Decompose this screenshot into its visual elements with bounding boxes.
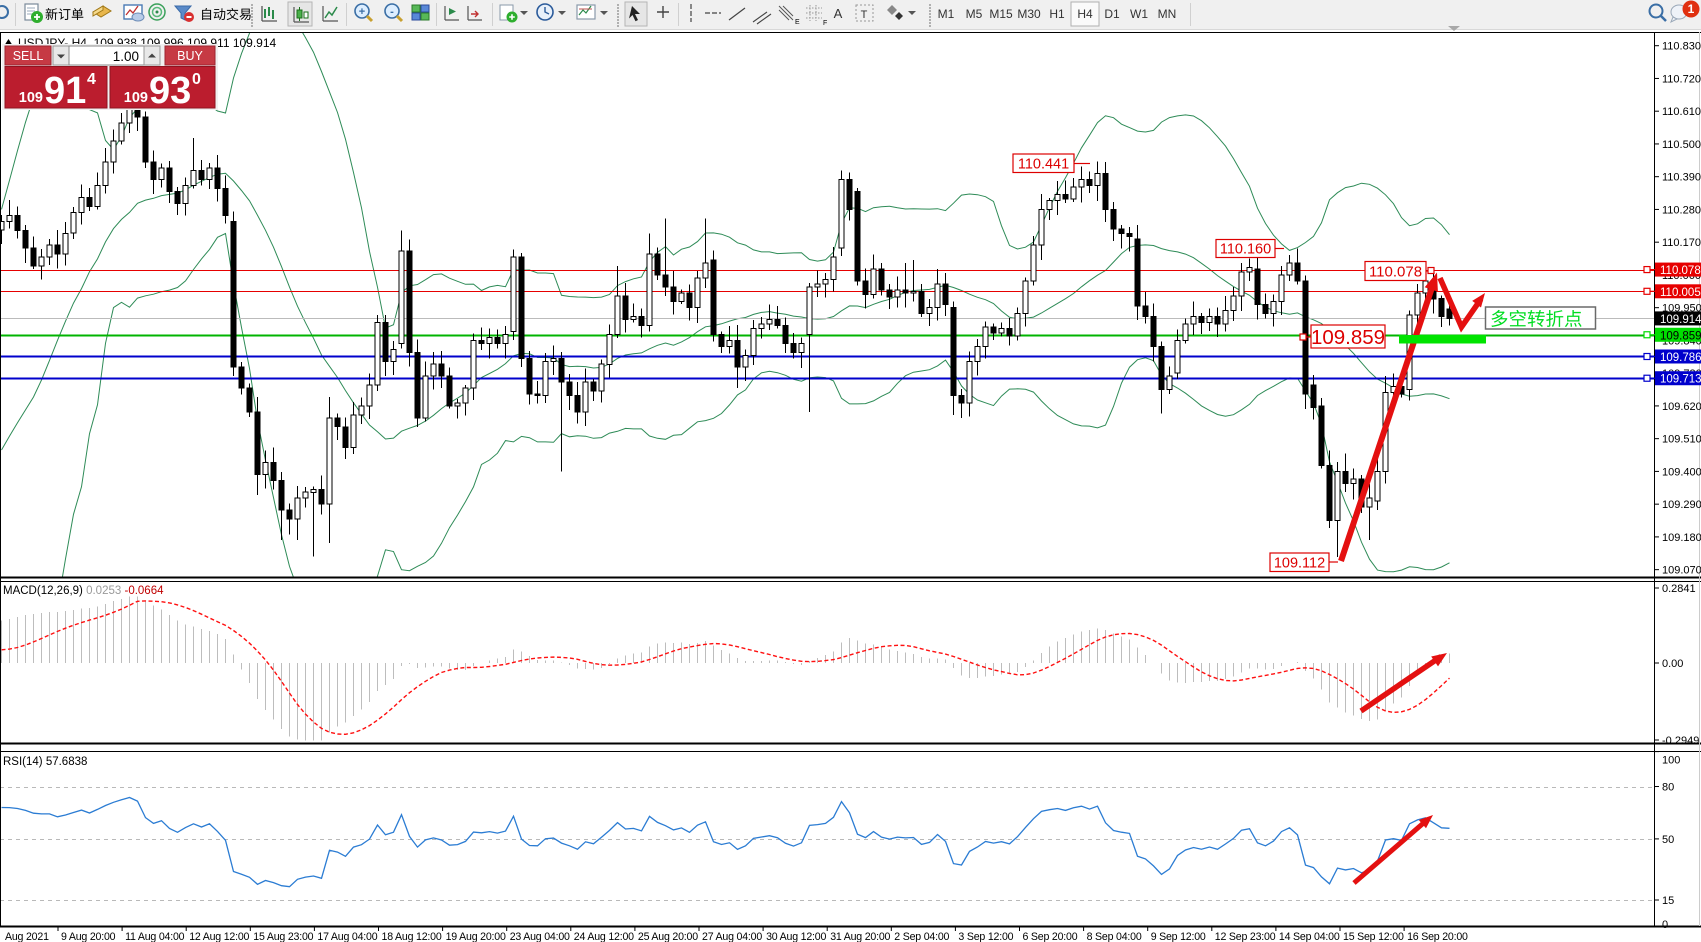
svg-text:M30: M30 [1017,7,1041,21]
svg-text:RSI(14) 57.6838: RSI(14) 57.6838 [3,756,87,768]
svg-text:9 Aug 20:00: 9 Aug 20:00 [61,931,116,942]
svg-text:14 Sep 04:00: 14 Sep 04:00 [1279,931,1340,942]
svg-text:110.390: 110.390 [1662,172,1701,184]
svg-text:19 Aug 20:00: 19 Aug 20:00 [446,931,506,942]
svg-text:80: 80 [1662,782,1674,794]
svg-text:24 Aug 12:00: 24 Aug 12:00 [574,931,634,942]
svg-text:109.914: 109.914 [1660,314,1701,326]
svg-text:0.00: 0.00 [1662,658,1683,670]
svg-text:30 Aug 12:00: 30 Aug 12:00 [766,931,826,942]
svg-text:110.078: 110.078 [1660,265,1701,277]
svg-text:50: 50 [1662,834,1674,846]
svg-text:15 Sep 12:00: 15 Sep 12:00 [1343,931,1404,942]
svg-text:110.160: 110.160 [1220,242,1271,258]
svg-text:110.078: 110.078 [1369,263,1422,280]
svg-text:110.500: 110.500 [1662,139,1701,151]
svg-text:31 Aug 20:00: 31 Aug 20:00 [830,931,890,942]
svg-text:2 Sep 04:00: 2 Sep 04:00 [894,931,949,942]
svg-text:109.112: 109.112 [1274,555,1325,571]
svg-text:12 Sep 23:00: 12 Sep 23:00 [1215,931,1276,942]
svg-text:27 Aug 04:00: 27 Aug 04:00 [702,931,762,942]
svg-text:M1: M1 [938,7,955,21]
svg-text:M5: M5 [966,7,983,21]
svg-text:109.400: 109.400 [1662,466,1701,478]
svg-text:15 Aug 23:00: 15 Aug 23:00 [253,931,313,942]
svg-text:109: 109 [19,90,43,106]
svg-text:BUY: BUY [177,49,203,63]
svg-text:109.859: 109.859 [1660,330,1701,342]
svg-text:MACD(12,26,9) 0.0253 -0.0664: MACD(12,26,9) 0.0253 -0.0664 [3,585,164,597]
svg-text:Aug 2021: Aug 2021 [5,931,49,942]
svg-text:8 Sep 04:00: 8 Sep 04:00 [1087,931,1142,942]
svg-text:17 Aug 04:00: 17 Aug 04:00 [317,931,377,942]
svg-text:15: 15 [1662,895,1674,907]
svg-text:6 Sep 20:00: 6 Sep 20:00 [1023,931,1078,942]
svg-text:18 Aug 12:00: 18 Aug 12:00 [382,931,442,942]
svg-text:3 Sep 12:00: 3 Sep 12:00 [958,931,1013,942]
svg-text:16 Sep 20:00: 16 Sep 20:00 [1407,931,1468,942]
svg-text:109: 109 [124,90,148,106]
svg-text:93: 93 [149,70,191,112]
svg-text:SELL: SELL [13,49,44,63]
svg-text:91: 91 [44,70,86,112]
svg-text:T: T [861,9,868,21]
svg-text:A: A [834,6,843,21]
svg-text:D1: D1 [1104,7,1120,21]
svg-text:110.610: 110.610 [1662,106,1701,118]
svg-text:0: 0 [1662,919,1668,931]
svg-text:E: E [795,19,800,26]
svg-text:-: - [390,6,394,18]
svg-text:109.713: 109.713 [1660,374,1701,386]
svg-text:0: 0 [192,71,201,88]
svg-text:110.280: 110.280 [1662,204,1701,216]
svg-text:100: 100 [1662,755,1680,767]
svg-text:110.441: 110.441 [1018,156,1069,172]
svg-text:4: 4 [87,71,96,88]
svg-text:109.620: 109.620 [1662,401,1701,413]
svg-text:H4: H4 [1077,7,1093,21]
svg-text:M15: M15 [989,7,1013,21]
svg-text:109.180: 109.180 [1662,532,1701,544]
svg-text:1: 1 [1688,2,1695,16]
svg-text:109.859: 109.859 [1311,326,1385,349]
svg-text:110.005: 110.005 [1660,287,1701,299]
svg-text:109.070: 109.070 [1662,565,1701,577]
svg-text:MN: MN [1158,7,1177,21]
svg-text:23 Aug 04:00: 23 Aug 04:00 [510,931,570,942]
svg-text:F: F [823,20,827,27]
svg-text:0.2841: 0.2841 [1662,583,1696,595]
svg-text:W1: W1 [1130,7,1148,21]
svg-text:25 Aug 20:00: 25 Aug 20:00 [638,931,698,942]
svg-text:-0.2949: -0.2949 [1662,735,1699,747]
svg-text:110.720: 110.720 [1662,73,1701,85]
svg-text:110.830: 110.830 [1662,41,1701,53]
svg-text:H1: H1 [1049,7,1065,21]
svg-text:109.290: 109.290 [1662,499,1701,511]
svg-text:9 Sep 12:00: 9 Sep 12:00 [1151,931,1206,942]
svg-text:110.170: 110.170 [1662,237,1701,249]
svg-text:12 Aug 12:00: 12 Aug 12:00 [189,931,249,942]
svg-text:+: + [359,6,365,18]
svg-text:109.786: 109.786 [1660,352,1701,364]
svg-text:11 Aug 04:00: 11 Aug 04:00 [125,931,185,942]
svg-text:1.00: 1.00 [113,49,139,64]
svg-text:109.510: 109.510 [1662,434,1701,446]
